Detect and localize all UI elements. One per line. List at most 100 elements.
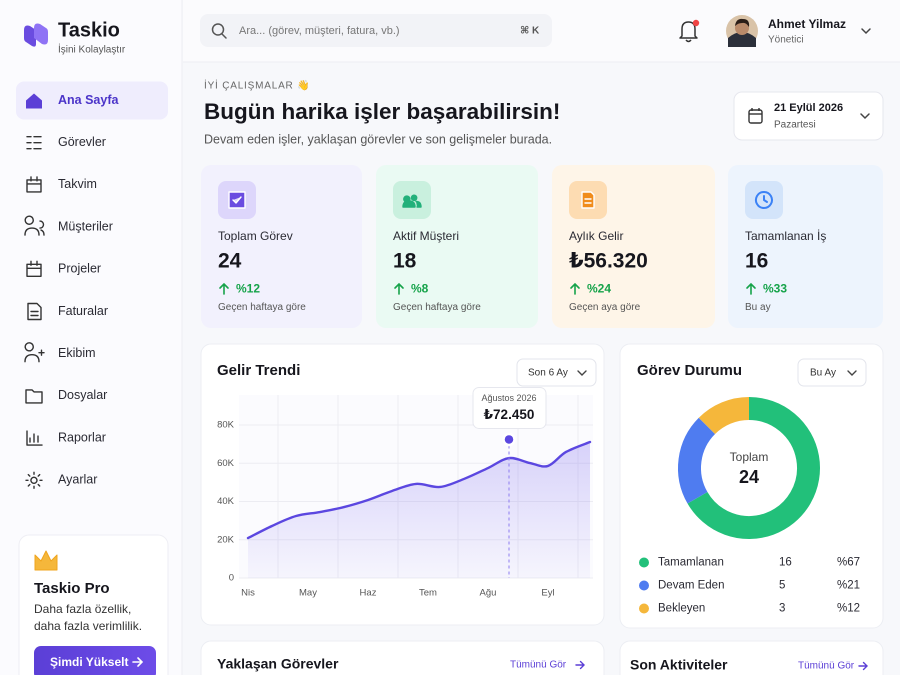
- nav-icon: [26, 260, 42, 277]
- crown-icon: [34, 550, 58, 571]
- stat-icon-bg: [218, 181, 256, 219]
- search-icon: [211, 23, 225, 36]
- period-dropdown[interactable]: [797, 358, 867, 387]
- nav-item[interactable]: Müşteriler: [58, 219, 113, 233]
- stat-note: Geçen haftaya göre: [218, 302, 306, 313]
- user-menu-chevron[interactable]: [861, 28, 871, 35]
- x-tick-label: Tem: [419, 588, 437, 599]
- nav-item[interactable]: Raporlar: [58, 430, 106, 444]
- nav-item-active-bg[interactable]: [16, 81, 168, 120]
- y-tick-label: 60K: [217, 458, 235, 469]
- search-placeholder: Ara... (görev, müşteri, fatura, vb.): [239, 25, 400, 37]
- legend-percent: %12: [837, 603, 860, 615]
- donut-segment: [687, 397, 820, 539]
- panel-link[interactable]: Tümünü Gör: [798, 661, 855, 672]
- stat-change: %12: [236, 282, 260, 296]
- stat-icon: [581, 191, 595, 209]
- nav-item[interactable]: Projeler: [58, 262, 101, 276]
- panel-link[interactable]: Tümünü Gör: [510, 660, 567, 671]
- stat-icon: [402, 194, 422, 208]
- x-tick-label: May: [299, 588, 317, 599]
- tooltip: [472, 386, 547, 429]
- tooltip-label: Ağustos 2026: [481, 393, 536, 403]
- dropdown-chevron: [577, 370, 587, 376]
- avatar[interactable]: [726, 15, 758, 47]
- nav-item[interactable]: Ekibim: [58, 346, 96, 360]
- stat-icon: [755, 191, 773, 209]
- nav-icon: [27, 302, 42, 321]
- bell-icon[interactable]: [679, 19, 700, 43]
- promo-button-label[interactable]: Şimdi Yükselt: [50, 655, 128, 669]
- user-name[interactable]: Ahmet Yilmaz: [768, 17, 846, 31]
- activity-panel: [619, 640, 884, 675]
- stat-note: Geçen haftaya göre: [393, 302, 481, 313]
- donut-segment: [678, 417, 716, 504]
- nav-icon: [26, 430, 43, 446]
- nav-icon: [25, 389, 43, 404]
- legend-count: 5: [779, 580, 785, 592]
- page-subtitle: Devam eden işler, yaklaşan görevler ve s…: [204, 132, 552, 146]
- legend-count: 16: [779, 557, 792, 569]
- x-tick-label: Nis: [241, 588, 255, 599]
- nav-icon: [25, 471, 43, 489]
- y-tick-label: 0: [229, 573, 234, 584]
- legend-dot: [639, 580, 649, 591]
- tooltip-value: ₺72.450: [484, 407, 535, 422]
- stat-value: 24: [218, 250, 242, 273]
- nav-item[interactable]: Ayarlar: [58, 473, 97, 487]
- date-text: 21 Eylül 2026: [774, 102, 843, 114]
- nav-icon: [24, 215, 45, 236]
- calendar-icon: [748, 108, 763, 124]
- y-tick-label: 80K: [217, 420, 235, 431]
- period-label[interactable]: Bu Ay: [810, 368, 836, 379]
- nav-icon: [26, 135, 42, 150]
- y-tick-label: 40K: [217, 496, 235, 507]
- legend-percent: %67: [837, 557, 860, 569]
- stat-label: Aylık Gelir: [569, 229, 623, 243]
- search-box[interactable]: [200, 14, 552, 47]
- chart-title: Gelir Trendi: [217, 362, 300, 379]
- upcoming-panel: [200, 640, 605, 675]
- nav-item[interactable]: Ana Sayfa: [58, 93, 119, 107]
- nav-item[interactable]: Dosyalar: [58, 388, 107, 402]
- eyebrow: İYİ ÇALIŞMALAR 👋: [204, 79, 310, 92]
- highlight-point: [502, 432, 516, 447]
- arrow-icon: [858, 661, 868, 671]
- weekday-text: Pazartesi: [774, 120, 816, 131]
- arrow-icon: [575, 660, 585, 670]
- x-tick-label: Ağu: [480, 588, 497, 599]
- stat-note: Geçen aya göre: [569, 302, 641, 313]
- stat-label: Toplam Görev: [218, 229, 293, 243]
- stat-change: %24: [587, 282, 611, 296]
- legend-name: Devam Eden: [658, 580, 724, 592]
- upgrade-button[interactable]: [34, 646, 156, 675]
- period-dropdown[interactable]: [516, 358, 597, 387]
- y-tick-label: 20K: [217, 534, 235, 545]
- brand-name: Taskio: [58, 19, 120, 41]
- arrow-icon: [132, 657, 144, 667]
- date-box[interactable]: [733, 91, 884, 141]
- nav-icon: [26, 93, 42, 109]
- date-chevron: [860, 113, 870, 120]
- period-label[interactable]: Son 6 Ay: [528, 368, 568, 379]
- donut-center-value: 24: [739, 467, 759, 487]
- stat-note: Bu ay: [745, 302, 771, 313]
- page-title: Bugün harika işler başarabilirsin!: [204, 99, 560, 124]
- stat-label: Tamamlanan İş: [745, 229, 826, 243]
- panel-title: Son Aktiviteler: [630, 657, 728, 673]
- legend-dot: [639, 603, 649, 614]
- area: [248, 442, 590, 578]
- brand-tagline: İşini Kolaylaştır: [58, 43, 126, 56]
- legend-name: Tamamlanan: [658, 557, 724, 569]
- nav-item[interactable]: Görevler: [58, 135, 106, 149]
- nav-item[interactable]: Faturalar: [58, 304, 108, 318]
- nav-item[interactable]: Takvim: [58, 177, 97, 191]
- search-icon-handle: [221, 33, 227, 39]
- promo-title: Taskio Pro: [34, 580, 110, 597]
- legend-percent: %21: [837, 580, 860, 592]
- stat-change: %33: [763, 282, 787, 296]
- stat-value: 18: [393, 250, 417, 273]
